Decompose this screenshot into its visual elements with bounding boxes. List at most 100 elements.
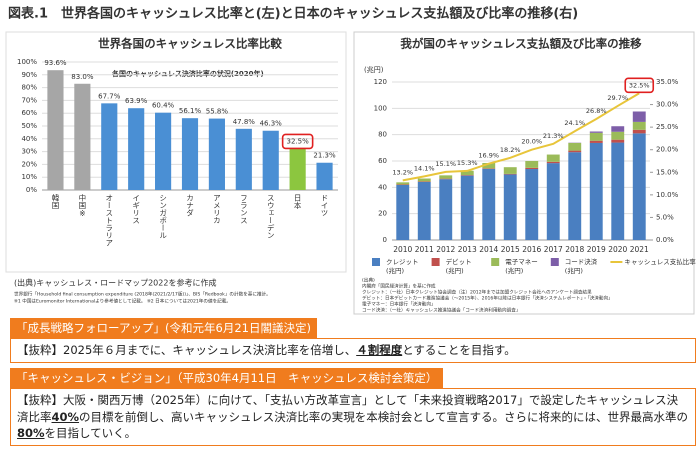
box-emphasis: 80% (17, 426, 45, 441)
y2-tick-label: 20.0% (656, 146, 679, 154)
bar-segment (525, 161, 539, 168)
value-label: 26.8% (586, 107, 607, 115)
y-tick-label: 70% (21, 96, 37, 104)
box-text: 【抜粋】2025年６月までに、キャッシュレス決済比率を倍増し、 (17, 343, 357, 357)
legend-label: キャッシュレス支払比率 (624, 257, 696, 266)
x-tick-label: カナダ (185, 194, 194, 217)
bar-segment (503, 173, 517, 175)
x-tick-label: 2012 (436, 245, 455, 254)
charts: 図表.1 世界各国のキャッシュレス比率と(左)と日本のキャッシュレス支払額及び比… (5, 6, 696, 315)
bar (47, 70, 64, 190)
x-tick-label: 2020 (608, 245, 627, 254)
bar-segment (503, 174, 517, 240)
legend-label: デビット (446, 257, 472, 266)
x-tick-label: 2015 (501, 245, 520, 254)
line (402, 92, 640, 182)
x-tick-label: オーストラリア (105, 194, 114, 247)
value-label: 15.3% (457, 159, 478, 167)
legend-swatch (550, 258, 559, 266)
box-text: とすることを目指す。 (402, 343, 516, 357)
value-label: 63.9% (125, 97, 148, 105)
page-title: 図表.1 世界各国のキャッシュレス比率と(左)と日本のキャッシュレス支払額及び比… (8, 6, 578, 22)
y-tick-label: 50% (21, 122, 37, 130)
bar-segment (546, 154, 560, 162)
chart-subtitle: 各国のキャッシュレス決済比率の状況(2020年) (111, 69, 264, 78)
bar (74, 83, 91, 190)
x-tick-label: シンガポール (158, 194, 167, 239)
x-tick-label: 中国※ (78, 193, 87, 218)
value-label: 67.7% (98, 92, 121, 100)
y-tick-label: 100% (17, 58, 37, 66)
box-text: 【抜粋】大阪・関西万博（2025年）に向けて、「支払い方改革宣言」として「未来投… (17, 393, 679, 424)
value-label: 24.1% (564, 119, 585, 127)
x-tick-label: 2010 (393, 245, 412, 254)
x-tick-label: イギリス (131, 194, 140, 224)
highlight-box (624, 77, 655, 94)
value-label: 46.3% (260, 120, 283, 128)
y-axis-label: (兆円) (364, 65, 384, 74)
y2-tick-label: 25.0% (656, 123, 679, 131)
y-tick-label: 120 (374, 78, 387, 86)
bar-segment (460, 170, 474, 176)
bar-segment (546, 161, 560, 164)
bar-segment (439, 175, 453, 179)
bar-segment (503, 167, 517, 174)
y-tick-label: 0% (26, 186, 37, 194)
value-label: 13.2% (392, 168, 413, 176)
legend-label: クレジット (386, 258, 419, 266)
bar-segment (525, 167, 539, 170)
value-label: 21.3% (313, 152, 336, 160)
value-label: 21.3% (543, 132, 564, 140)
bar-segment (525, 169, 539, 240)
box-emphasis: 40% (51, 409, 80, 424)
legend-swatch (372, 258, 380, 266)
bar (128, 108, 145, 190)
box-text: を目指していく。 (44, 426, 137, 441)
note: 世界銀行「Household final consumption expendi… (14, 291, 271, 298)
bar (208, 118, 225, 190)
legend-swatch (431, 258, 440, 266)
bar-segment (589, 132, 603, 141)
highlight-box (281, 133, 314, 150)
x-tick-label: アメリカ (212, 194, 221, 225)
bar-segment (396, 184, 410, 185)
bar-segment (611, 131, 625, 140)
bar-segment (611, 139, 625, 143)
x-tick-label: 2011 (415, 245, 434, 254)
bar-segment (611, 142, 625, 240)
bar (235, 128, 252, 190)
x-tick-label: 2013 (458, 245, 477, 254)
value-label: 16.9% (478, 152, 499, 160)
note: 電子マネー：日本銀行「決済動向」 (362, 301, 436, 308)
y-tick-label: 100 (374, 104, 387, 112)
bar-segment (589, 142, 603, 240)
bar (262, 130, 279, 190)
bar-segment (417, 181, 431, 240)
y-tick-label: 30% (21, 148, 37, 156)
value-label: 83.0% (71, 73, 94, 81)
bar (316, 162, 333, 190)
x-tick-label: ドイツ (320, 194, 329, 217)
note: コード決済：（一社）キャッシュレス推進協議会「コード決済利用動向調査」 (362, 307, 520, 314)
value-label: 14.1% (414, 164, 435, 172)
y-tick-label: 20% (21, 160, 37, 168)
y-tick-label: 80 (378, 131, 387, 139)
bar-segment (417, 178, 431, 182)
bar (289, 148, 306, 190)
bar-segment (589, 131, 603, 133)
value-label: 93.6% (44, 59, 67, 67)
legend-unit: (兆円) (565, 266, 583, 275)
legend-unit: (兆円) (505, 266, 523, 275)
value-label: 20.0% (521, 138, 542, 146)
chart-title: 我が国のキャッシュレス支払額及び比率の推移 (400, 37, 642, 51)
y2-tick-label: 30.0% (656, 101, 679, 109)
x-tick-label: 2019 (587, 245, 606, 254)
bar-segment (546, 163, 560, 240)
legend-label: 電子マネー (505, 258, 538, 266)
note: デビット：日本デビットカード推進協議会（〜2015年）、2016年以降は日本銀行… (362, 295, 613, 302)
x-tick-label: 2021 (630, 245, 649, 254)
y2-tick-label: 0.0% (656, 236, 674, 244)
bar-segment (417, 181, 431, 182)
x-tick-label: 日本 (293, 194, 302, 211)
